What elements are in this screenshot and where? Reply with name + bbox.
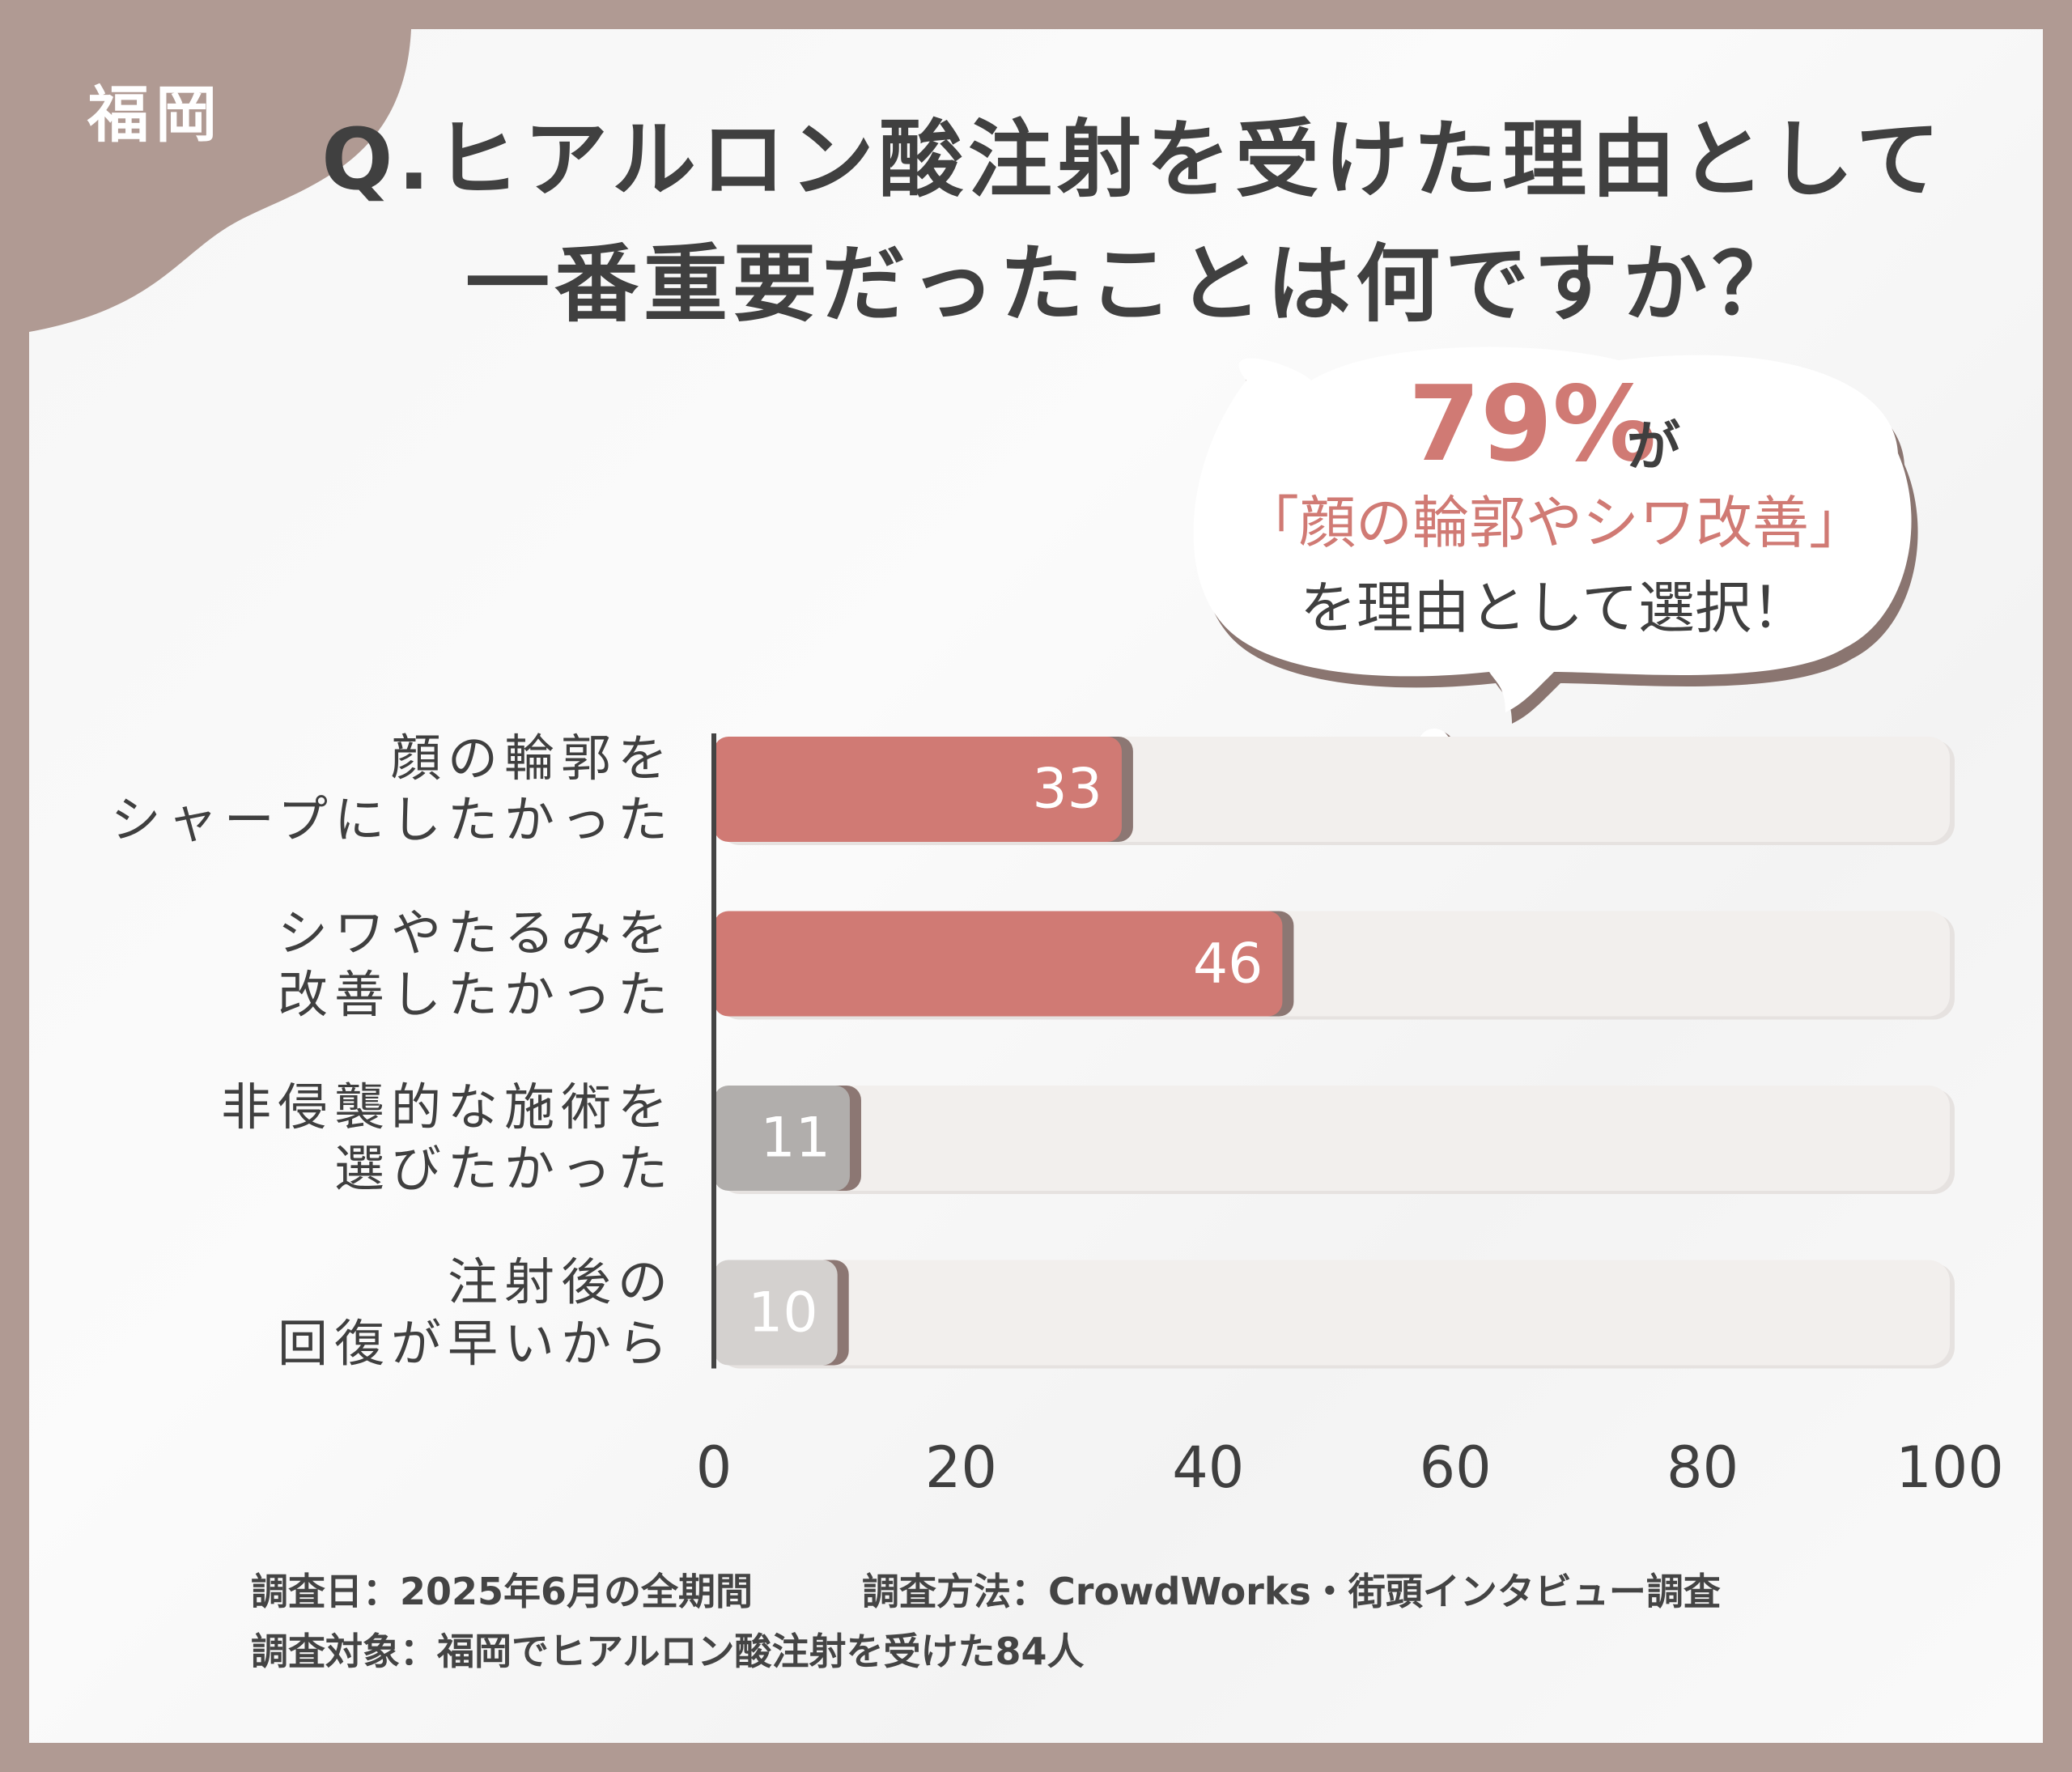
badge-shape: [29, 29, 411, 332]
chart-title: Q.ヒアルロン酸注射を受けた理由として 一番重要だったことは何ですか？: [321, 110, 1945, 334]
footnote: 調査対象：福岡でヒアルロン酸注射を受けた84人: [251, 1630, 1085, 1673]
value-label: 10: [748, 1281, 818, 1345]
callout-text: が: [1627, 415, 1680, 478]
callout-highlight: 79%: [1408, 364, 1657, 485]
callout-bubble: [1193, 346, 1918, 783]
footnote: 調査方法：CrowdWorks・街頭インタビュー調査: [862, 1570, 1721, 1613]
bar: [714, 737, 1122, 842]
x-tick-label: 40: [1172, 1434, 1245, 1501]
y-tick-label: シワやたるみを 改善したかった: [277, 903, 674, 1024]
x-tick-label: 0: [695, 1434, 732, 1501]
x-tick-label: 20: [924, 1434, 997, 1501]
badge: 福岡: [87, 79, 223, 151]
y-tick-label: 非侵襲的な施術を 選びたかった: [220, 1077, 674, 1198]
value-label: 33: [1032, 757, 1102, 822]
x-tick-label: 100: [1896, 1434, 2004, 1501]
x-tick-label: 80: [1667, 1434, 1739, 1501]
track: [714, 1260, 1950, 1366]
footnote: 調査日：2025年6月の全期間: [251, 1570, 754, 1613]
value-label: 46: [1192, 932, 1263, 996]
callout-text: 「顔の輪郭やシワ改善」: [1242, 490, 1866, 556]
track: [714, 1086, 1950, 1191]
bar: [714, 1260, 838, 1366]
bar: [714, 1086, 850, 1191]
card: [29, 29, 2043, 1743]
y-tick-label: 注射後の 回復が早いから: [277, 1251, 674, 1373]
y-tick-label: 顔の輪郭を シャープにしたかった: [110, 729, 674, 849]
bar: [714, 911, 1283, 1017]
value-label: 11: [760, 1106, 830, 1171]
x-tick-label: 60: [1419, 1434, 1492, 1501]
callout-text: を理由として選択！: [1300, 575, 1808, 641]
